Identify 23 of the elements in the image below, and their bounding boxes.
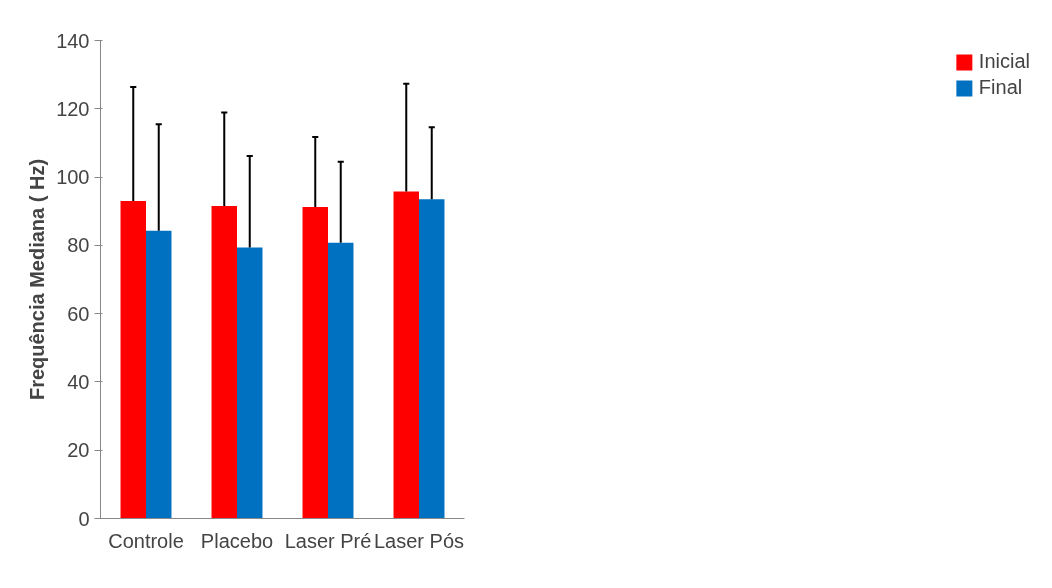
x-tick-label: Controle: [108, 529, 184, 552]
bar: [328, 242, 354, 519]
y-axis-title: Frequência Mediana ( Hz): [26, 158, 49, 401]
y-tick-label: 120: [56, 97, 90, 120]
legend-label: Inicial: [978, 50, 1030, 73]
x-tick-label: Laser Pós: [373, 529, 465, 552]
y-tick-label: 40: [67, 370, 90, 393]
bar: [211, 206, 237, 519]
x-tick-label: Placebo: [200, 529, 274, 552]
y-tick-label: 20: [67, 439, 90, 462]
y-tick-label: 140: [56, 29, 90, 52]
y-tick-label: 100: [56, 166, 90, 189]
bar: [237, 247, 263, 519]
bar: [146, 230, 172, 519]
bar: [419, 199, 445, 519]
y-tick-label: 60: [67, 302, 90, 325]
legend-label: Final: [978, 76, 1023, 99]
bar: [120, 200, 146, 519]
y-tick-label: 0: [78, 507, 90, 530]
x-tick-label: Laser Pré: [284, 529, 372, 552]
bar: [302, 207, 328, 519]
y-tick-label: 80: [67, 234, 90, 257]
bar: [393, 191, 419, 519]
